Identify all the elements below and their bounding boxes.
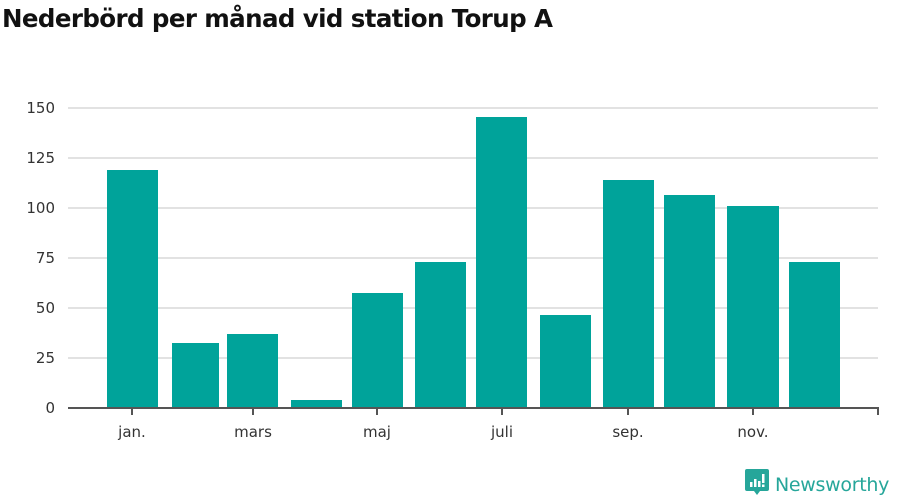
gridline-125 [68, 157, 878, 159]
y-tick-label: 75 [35, 249, 55, 267]
gridline-100 [68, 207, 878, 209]
x-tick-label: jan. [118, 423, 146, 441]
y-tick-label: 125 [26, 149, 55, 167]
bar-aug [540, 315, 591, 408]
x-tick-label: mars [234, 423, 272, 441]
brand-name: Newsworthy [775, 473, 890, 496]
gridline-75 [68, 257, 878, 259]
bar-jun [415, 262, 466, 408]
x-tick-mark [501, 408, 503, 415]
x-tick-label: juli [490, 423, 514, 441]
x-tick-label: maj [363, 423, 391, 441]
bar-jan [107, 170, 158, 408]
x-tick-mark [627, 408, 629, 415]
x-axis-line [68, 407, 879, 409]
x-tick-mark [752, 408, 754, 415]
y-tick-label: 150 [26, 99, 55, 117]
x-tick-mark [131, 408, 133, 415]
x-tick-mark [877, 408, 879, 415]
bar-chart-speech-bubble-icon [745, 469, 769, 500]
bar-feb [172, 343, 219, 408]
y-tick-label: 0 [45, 399, 55, 417]
y-tick-label: 50 [35, 299, 55, 317]
gridline-150 [68, 107, 878, 109]
x-tick-label: nov. [737, 423, 769, 441]
bar-dec [789, 262, 840, 408]
x-tick-mark [252, 408, 254, 415]
x-tick-label: sep. [612, 423, 644, 441]
chart-title: Nederbörd per månad vid station Torup A [2, 4, 553, 33]
gridline-25 [68, 357, 878, 359]
x-tick-mark [376, 408, 378, 415]
y-tick-label: 25 [35, 349, 55, 367]
gridline-50 [68, 307, 878, 309]
y-tick-label: 100 [26, 199, 55, 217]
bar-sep [603, 180, 654, 408]
newsworthy-logo: Newsworthy [745, 469, 889, 500]
bar-maj [352, 293, 403, 408]
bar-jul [476, 117, 527, 408]
bar-nov [727, 206, 779, 408]
bar-mar [227, 334, 278, 408]
bar-apr [291, 400, 342, 408]
bar-okt [664, 195, 715, 408]
